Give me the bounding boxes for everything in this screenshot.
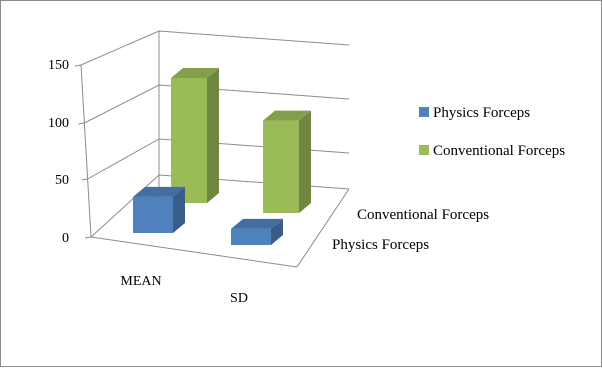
bar-physics-forceps-sd-front: [231, 228, 271, 245]
y-axis-ticks: [74, 64, 92, 239]
depth-label-conventional-forceps: Conventional Forceps: [357, 207, 489, 223]
y-tick-mark-1: [78, 122, 85, 125]
bar-conventional-forceps-sd-top: [263, 110, 311, 121]
floor-front-edge: [90, 236, 298, 268]
bar-physics-forceps-mean-front: [133, 196, 173, 233]
y-tick-mark-2: [81, 178, 88, 181]
bar-physics-forceps-mean: [133, 186, 185, 233]
bars: [133, 67, 311, 245]
bar-conventional-forceps-mean: [171, 67, 219, 203]
bar-conventional-forceps-sd: [263, 110, 311, 213]
bar-conventional-forceps-mean-front: [171, 77, 207, 203]
bar-physics-forceps-sd-side: [271, 218, 283, 245]
bar-conventional-forceps-mean-side: [207, 67, 219, 203]
legend-label-conventional-forceps: Conventional Forceps: [433, 143, 565, 159]
bar-physics-forceps-mean-top: [133, 186, 185, 197]
legend-label-physics-forceps: Physics Forceps: [433, 105, 530, 121]
bar-conventional-forceps-sd-front: [263, 120, 299, 213]
y-tick-label-50: 50: [55, 173, 69, 188]
bar-physics-forceps-mean-side: [173, 186, 185, 233]
floor-right-edge: [296, 188, 350, 268]
back-wall-left-edge: [80, 64, 92, 238]
y-tick-mark-3: [84, 236, 92, 239]
bar-conventional-forceps-sd-side: [299, 110, 311, 213]
y-tick-label-0: 0: [62, 231, 69, 246]
gridline-0: [80, 30, 350, 66]
y-tick-label-150: 150: [48, 58, 69, 73]
depth-label-physics-forceps: Physics Forceps: [332, 237, 429, 253]
legend: Physics Forceps Conventional Forceps: [419, 105, 565, 159]
bar-physics-forceps-sd: [231, 218, 283, 245]
x-category-label-sd: SD: [230, 291, 248, 306]
y-tick-label-100: 100: [48, 116, 69, 131]
legend-swatch-physics-forceps: [419, 107, 429, 117]
y-tick-mark-0: [74, 64, 82, 67]
legend-swatch-conventional-forceps: [419, 145, 429, 155]
bar-physics-forceps-sd-top: [231, 218, 283, 229]
chart-walls: [80, 64, 350, 268]
bar-conventional-forceps-mean-top: [171, 67, 219, 78]
x-category-label-mean: MEAN: [120, 274, 161, 289]
